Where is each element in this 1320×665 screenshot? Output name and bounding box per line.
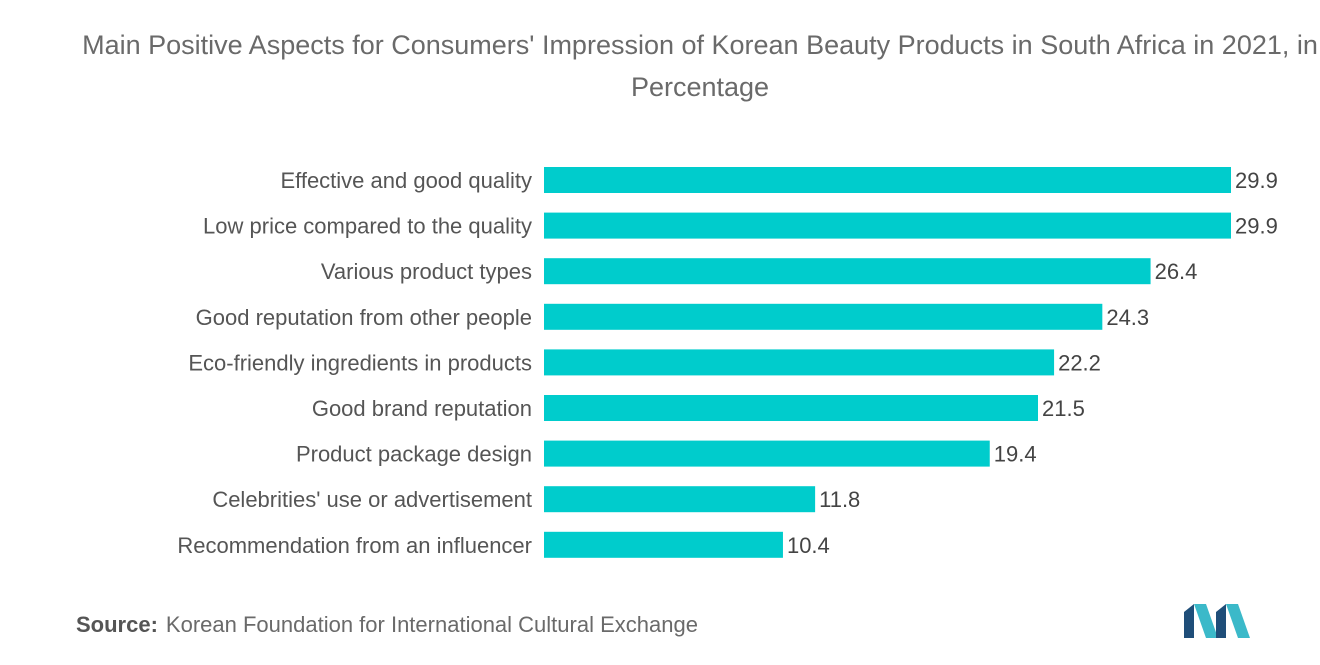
bar [544,212,1231,239]
category-label: Eco-friendly ingredients in products [188,350,532,375]
bar [544,531,783,558]
source-note: Source: Korean Foundation for Internation… [76,612,698,638]
category-label: Various product types [321,259,532,284]
value-label: 21.5 [1042,396,1085,421]
value-label: 29.9 [1235,214,1278,239]
category-label: Recommendation from an influencer [177,533,532,558]
bar [544,440,990,467]
mordor-intelligence-logo-icon [1184,604,1250,638]
value-label: 10.4 [787,533,830,558]
category-label: Good reputation from other people [196,305,532,330]
category-label: Good brand reputation [312,396,532,421]
source-text: Korean Foundation for International Cult… [165,612,698,637]
bar [544,303,1103,330]
bar [544,395,1038,421]
bar-chart: Effective and good quality 29.9 Low price … [177,167,1278,558]
value-label: 11.8 [819,487,860,512]
value-label: 19.4 [994,442,1037,467]
bar [544,486,816,513]
chart-title: Main Positive Aspects for Consumers' Imp… [82,30,1318,102]
category-label: Low price compared to the quality [203,214,532,239]
value-label: 29.9 [1235,168,1278,193]
source-label: Source: [76,612,158,637]
category-label: Effective and good quality [280,168,532,193]
value-label: 22.2 [1058,350,1101,375]
bar [544,167,1231,193]
category-label: Product package design [296,442,532,467]
bar [544,258,1151,285]
category-label: Celebrities' use or advertisement [212,487,532,512]
value-label: 24.3 [1106,305,1149,330]
bar [544,349,1055,376]
value-label: 26.4 [1155,259,1198,284]
